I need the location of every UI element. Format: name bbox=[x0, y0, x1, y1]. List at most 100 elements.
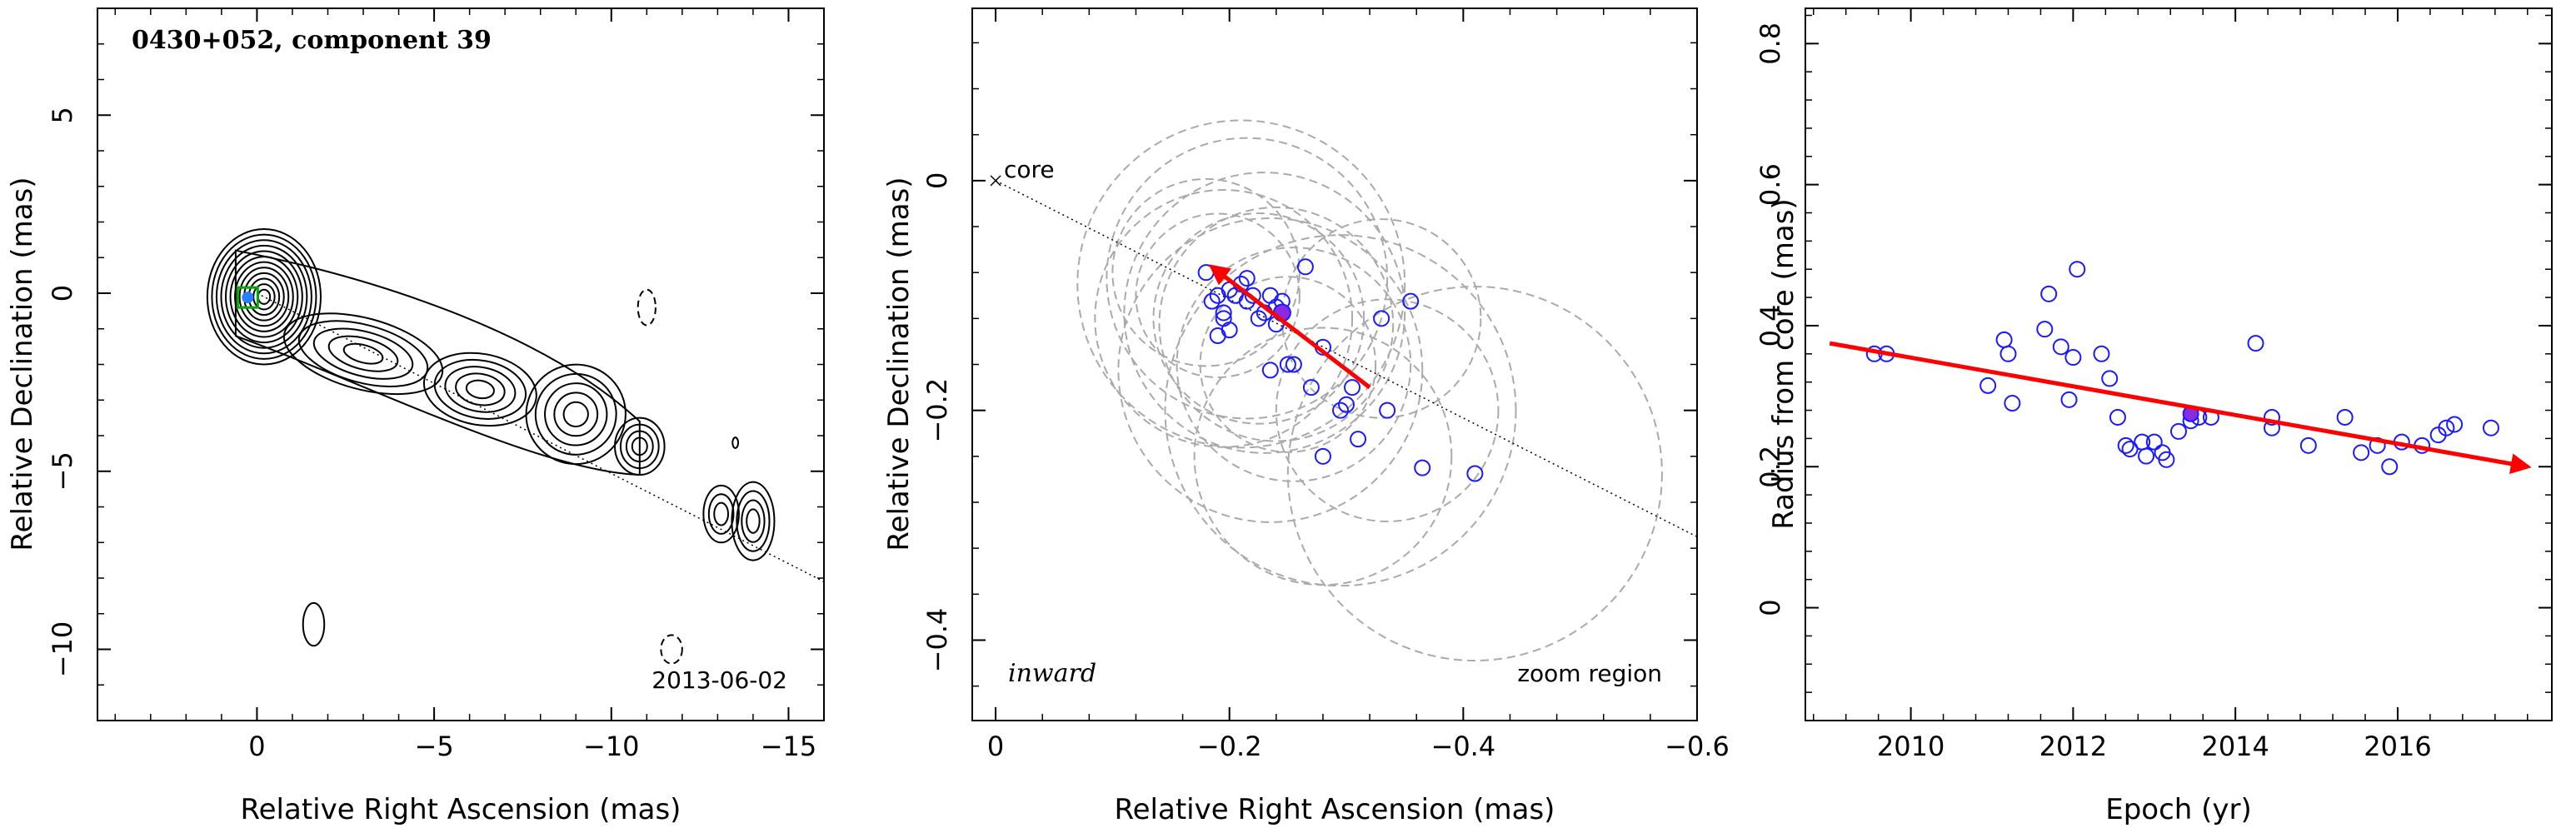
panel1-title: 0430+052, component 39 bbox=[132, 26, 492, 55]
uncertainty-circle bbox=[1106, 137, 1389, 420]
contour-line bbox=[746, 508, 761, 534]
scatter-point bbox=[2138, 447, 2155, 465]
scatter-point bbox=[1244, 287, 1261, 304]
contour-line bbox=[525, 363, 627, 466]
scatter-point bbox=[2299, 436, 2317, 454]
scatter-point bbox=[2117, 436, 2134, 454]
y-tick-label: 0.2 bbox=[1755, 446, 1786, 488]
scatter-point bbox=[1332, 402, 1350, 419]
uncertainty-circle bbox=[1193, 327, 1453, 586]
jet-axis-line bbox=[995, 180, 1697, 538]
x-tick-label: 2012 bbox=[2039, 731, 2107, 762]
contour-line bbox=[327, 335, 399, 372]
contour-line bbox=[736, 490, 771, 552]
contour-line bbox=[206, 228, 322, 366]
y-tick-label: −5 bbox=[47, 451, 78, 491]
scatter-point bbox=[1302, 379, 1320, 397]
scatter-point bbox=[1314, 447, 1331, 465]
uncertainty-circle bbox=[1152, 212, 1365, 425]
y-tick-label: 0 bbox=[47, 285, 78, 302]
scatter-point bbox=[1344, 379, 1361, 397]
scatter-point bbox=[1215, 304, 1232, 322]
fit-trend-arrow bbox=[1829, 341, 2532, 475]
x-tick-label: −10 bbox=[583, 731, 640, 762]
scatter-point bbox=[2336, 408, 2354, 426]
x-tick-label: 2014 bbox=[2201, 731, 2269, 762]
y-tick-label: 0 bbox=[1755, 599, 1786, 616]
contour-line bbox=[455, 372, 506, 407]
scatter-point bbox=[2069, 261, 2086, 278]
scatter-point bbox=[1209, 327, 1226, 345]
scatter-point bbox=[2064, 349, 2082, 367]
contour-line bbox=[238, 267, 290, 327]
scatter-point bbox=[1979, 377, 1997, 394]
contour-line bbox=[562, 401, 589, 427]
contour-line bbox=[534, 372, 617, 456]
contour-line bbox=[302, 601, 326, 647]
x-tick-label: −0.2 bbox=[1197, 731, 1262, 762]
y-tick-label: 0.6 bbox=[1755, 163, 1786, 206]
y-tick-label: 0.4 bbox=[1755, 304, 1786, 347]
core-cross-icon bbox=[990, 175, 1001, 187]
scatter-point bbox=[1250, 310, 1267, 327]
x-tick-label: 2010 bbox=[1877, 731, 1944, 762]
panel2-frame bbox=[971, 7, 1698, 721]
contour-line bbox=[220, 244, 308, 349]
scatter-point bbox=[1373, 310, 1390, 327]
contour-line bbox=[342, 342, 384, 365]
scatter-point bbox=[2145, 433, 2163, 451]
panel2-ylabel: Relative Declination (mas) bbox=[882, 177, 916, 551]
scatter-point bbox=[2052, 338, 2069, 356]
scatter-point bbox=[1999, 345, 2017, 362]
scatter-point bbox=[2036, 321, 2054, 338]
contour-line bbox=[731, 481, 776, 561]
panel-contour-map: 0430+052, component 39 2013-06-02 Relati… bbox=[6, 7, 825, 826]
scatter-point bbox=[1379, 402, 1396, 419]
scatter-point bbox=[1285, 356, 1302, 373]
component-marker bbox=[242, 292, 254, 304]
scatter-point bbox=[2438, 419, 2455, 436]
scatter-point bbox=[2170, 422, 2187, 440]
motion-vector-arrow bbox=[1208, 264, 1371, 390]
uncertainty-circle bbox=[1123, 172, 1406, 454]
scatter-point bbox=[2093, 345, 2110, 362]
scatter-point bbox=[2040, 285, 2058, 302]
panel3-xlabel: Epoch (yr) bbox=[2105, 793, 2252, 826]
contour-line bbox=[660, 634, 683, 665]
uncertainty-circle bbox=[1275, 298, 1500, 522]
panel1-plot-area bbox=[206, 228, 824, 665]
scatter-point bbox=[1197, 264, 1215, 282]
scatter-point bbox=[1350, 431, 1367, 448]
panel2-inward-label: inward bbox=[1008, 659, 1096, 688]
panel1-xlabel: Relative Right Ascension (mas) bbox=[241, 793, 681, 826]
panel1-epoch-label: 2013-06-02 bbox=[651, 666, 787, 694]
uncertainty-circle bbox=[1076, 119, 1406, 449]
scatter-point bbox=[1261, 287, 1279, 304]
x-tick-label: 0 bbox=[987, 731, 1004, 762]
contour-line bbox=[211, 233, 317, 360]
panel2-zoom-label: zoom region bbox=[1517, 660, 1662, 687]
y-tick-label: 0.8 bbox=[1755, 22, 1786, 65]
contour-line bbox=[422, 352, 537, 427]
scatter-point bbox=[2004, 395, 2021, 412]
contour-line bbox=[544, 382, 608, 446]
panel2-plot-area bbox=[990, 119, 1697, 662]
scatter-point bbox=[1221, 322, 1238, 339]
contour-line bbox=[741, 499, 766, 543]
uncertainty-circle bbox=[1286, 285, 1663, 662]
contour-line bbox=[713, 501, 730, 526]
uncertainty-circle bbox=[1164, 234, 1517, 587]
contour-line bbox=[282, 312, 444, 396]
scatter-point bbox=[2247, 335, 2264, 352]
y-tick-label: −0.4 bbox=[921, 608, 953, 673]
panel-zoom-scatter: core inward zoom region Relative Right A… bbox=[882, 7, 1730, 826]
scatter-point bbox=[2381, 458, 2399, 476]
jet-axis-line bbox=[257, 292, 824, 582]
scatter-point bbox=[1203, 292, 1221, 310]
y-tick-label: −10 bbox=[47, 621, 78, 678]
panel2-core-label: core bbox=[1004, 156, 1055, 183]
contour-line bbox=[702, 484, 740, 544]
scatter-point bbox=[1995, 331, 2013, 348]
uncertainty-circle bbox=[1135, 212, 1300, 378]
